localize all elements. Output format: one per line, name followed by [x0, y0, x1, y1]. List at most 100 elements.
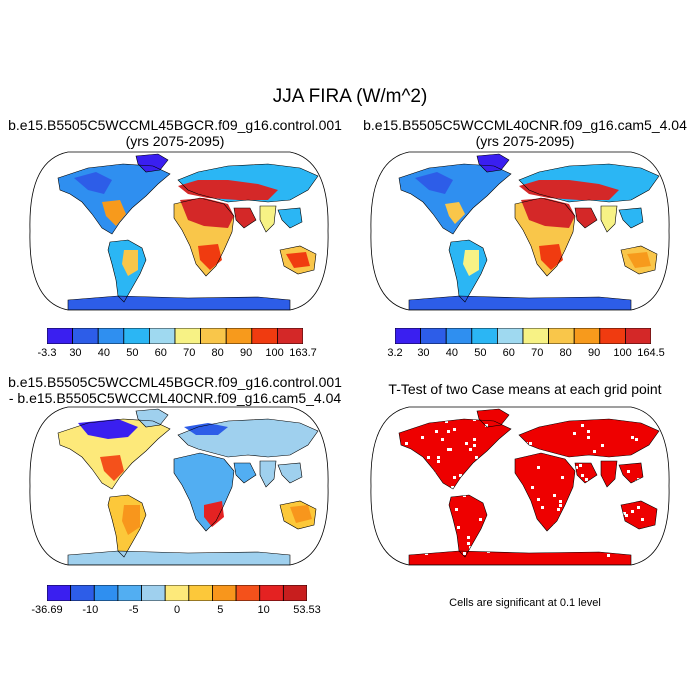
- ttest-note: Cells are significant at 0.1 level: [449, 597, 601, 609]
- land-gr: [136, 154, 168, 172]
- field-patch: [445, 202, 465, 224]
- colorbar-tick-label: 50: [126, 347, 139, 359]
- colorbar-tick-label: 60: [154, 347, 167, 359]
- colorbar-bin: [149, 328, 176, 344]
- map-frame: [29, 406, 329, 566]
- colorbar-bin: [624, 328, 651, 344]
- land-in: [601, 206, 617, 232]
- colorbar-bin: [174, 328, 202, 344]
- significant-region-na: [399, 419, 511, 489]
- colorbar-labels-case1: -3.3 30 40 50 60 70 80 90 100 163.7: [38, 347, 317, 361]
- colorbar-tick-label: 90: [587, 347, 601, 359]
- colorbar-bin: [259, 585, 284, 601]
- colorbar-bin: [72, 328, 99, 344]
- field-patch: [198, 244, 222, 270]
- field-patch: [290, 505, 312, 523]
- colorbar-tick-label: 80: [211, 347, 224, 359]
- colorbar-bin: [200, 328, 227, 344]
- land-ar: [234, 208, 256, 228]
- panel-title-line2: (yrs 2075-2095): [475, 133, 575, 149]
- colorbar-tick-label: 30: [417, 347, 430, 359]
- significant-region-gr: [477, 409, 509, 427]
- colorbar-bin: [282, 585, 307, 601]
- land-na: [58, 419, 170, 489]
- colorbar-labels-difference: -36.69 -10 -5 0 5 10 53.53: [31, 604, 320, 618]
- panel-title-line1: b.e15.B5505C5WCCML45BGCR.f09_g16.control…: [8, 374, 342, 390]
- colorbar-bin: [548, 328, 575, 344]
- colorbar-bin: [188, 585, 213, 601]
- colorbar-tick-label: 0: [173, 604, 181, 616]
- colorbar-tick-label: 100: [613, 347, 632, 359]
- figure-title: JJA FIRA (W/m^2): [272, 86, 428, 107]
- colorbar-tick-label: 3.2: [387, 347, 403, 359]
- colorbar-bin: [47, 585, 72, 601]
- colorbar-tick-label: 80: [559, 347, 572, 359]
- colorbar-bin: [445, 328, 473, 344]
- land-an: [68, 296, 290, 310]
- significant-region-au: [621, 501, 657, 529]
- significant-region-ar: [575, 463, 597, 483]
- land-in: [260, 461, 276, 487]
- colorbar-bin: [164, 585, 190, 601]
- colorbar-bin: [420, 328, 447, 344]
- land-se: [619, 208, 643, 228]
- colorbar-bin: [212, 585, 237, 601]
- colorbar-tick-label: -10: [82, 604, 99, 616]
- colorbar-tick-label: 70: [183, 347, 196, 359]
- panel-title-line1: b.e15.B5505C5WCCML40CNR.f09_g16.cam5_4.0…: [363, 117, 687, 133]
- colorbar-tick-label: 40: [97, 347, 110, 359]
- colorbar-bin: [276, 328, 303, 344]
- colorbar-tick-label: 50: [474, 347, 487, 359]
- colorbar-bin: [47, 328, 74, 344]
- panel-title-case2: b.e15.B5505C5WCCML40CNR.f09_g16.cam5_4.0…: [350, 117, 700, 149]
- field-patch: [539, 244, 563, 270]
- land-an: [409, 296, 631, 310]
- colorbar-case1: [47, 328, 303, 344]
- colorbar-bin: [117, 585, 142, 601]
- land-se: [278, 208, 302, 228]
- colorbar-tick-label: -36.69: [31, 604, 63, 616]
- map-frame: [370, 406, 670, 566]
- colorbar-bin: [225, 328, 253, 344]
- colorbar-tick-label: 164.5: [637, 347, 665, 359]
- colorbar-tick-label: 70: [531, 347, 544, 359]
- field-patch: [463, 250, 479, 276]
- land-ar: [575, 208, 597, 228]
- colorbar-bin: [141, 585, 166, 601]
- colorbar-difference: [47, 585, 307, 601]
- map-case2: [370, 151, 670, 311]
- field-patch: [122, 250, 138, 276]
- field-patch: [102, 200, 126, 226]
- colorbar-tick-label: -5: [128, 604, 139, 616]
- field-patch: [180, 198, 234, 228]
- colorbar-tick-label: 30: [69, 347, 82, 359]
- map-case1: [29, 151, 329, 311]
- field-patch: [122, 505, 140, 535]
- colorbar-tick-label: 163.7: [289, 347, 317, 359]
- land-ar: [234, 463, 256, 483]
- colorbar-bin: [573, 328, 601, 344]
- colorbar-tick-label: 5: [217, 604, 224, 616]
- colorbar-bin: [93, 585, 119, 601]
- map-difference: [29, 406, 329, 566]
- colorbar-labels-case2: 3.2 30 40 50 60 70 80 90 100 164.5: [387, 347, 664, 361]
- field-patch: [74, 172, 112, 194]
- map-frame: [370, 151, 670, 311]
- land-se: [278, 463, 302, 483]
- colorbar-tick-label: 53.53: [293, 604, 321, 616]
- colorbar-tick-label: -3.3: [37, 347, 57, 359]
- colorbar-bin: [522, 328, 550, 344]
- land-in: [260, 206, 276, 232]
- colorbar-bin: [471, 328, 498, 344]
- panel-title-difference: b.e15.B5505C5WCCML45BGCR.f09_g16.control…: [0, 374, 350, 406]
- colorbar-tick-label: 60: [502, 347, 515, 359]
- panel-title-ttest: T-Test of two Case means at each grid po…: [388, 381, 662, 397]
- field-patch: [178, 180, 278, 200]
- field-patch: [286, 252, 310, 268]
- colorbar-bin: [97, 328, 125, 344]
- panel-title-line2: (yrs 2075-2095): [125, 133, 225, 149]
- field-patch: [78, 419, 138, 439]
- map-frame: [29, 151, 329, 311]
- colorbar-tick-label: 10: [257, 604, 270, 616]
- colorbar-bin: [395, 328, 422, 344]
